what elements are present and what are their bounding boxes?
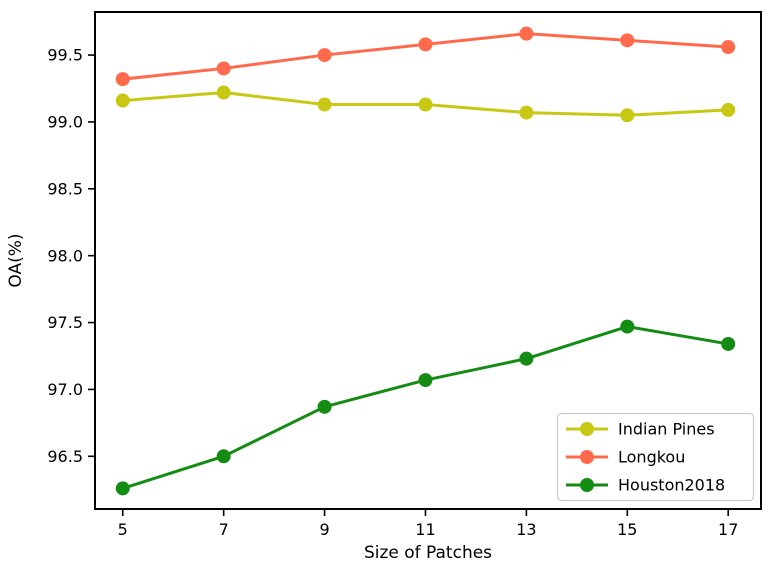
data-point-marker [519,351,534,366]
legend-sample-marker [580,422,594,436]
y-tick-label: 97.0 [47,380,83,399]
x-tick-label: 5 [118,520,128,539]
data-point-marker [317,399,332,414]
legend-label: Longkou [618,448,685,467]
y-tick-label: 96.5 [47,447,83,466]
x-tick-label: 15 [617,520,637,539]
y-tick-label: 97.5 [47,313,83,332]
data-point-marker [115,481,130,496]
plot-border [94,11,762,510]
data-point-marker [418,37,433,52]
data-point-marker [317,97,332,112]
data-point-marker [519,105,534,120]
legend-box [556,412,755,502]
series-indian-pines [115,85,736,123]
series-houston2018 [115,319,736,496]
x-tick-label: 11 [415,520,435,539]
series-longkou [115,26,736,87]
data-point-marker [317,48,332,63]
y-tick-label: 99.5 [47,46,83,65]
x-axis-label: Size of Patches [364,543,492,563]
legend-item-indian-pines: Indian Pines [566,420,715,439]
data-point-marker [620,319,635,334]
legend-sample-marker [580,450,594,464]
legend: Indian Pines Longkou Houston2018 [556,412,755,502]
data-point-marker [216,449,231,464]
legend-item-longkou: Longkou [566,448,685,467]
legend-item-houston2018: Houston2018 [566,476,725,495]
y-axis-label: OA(%) [6,233,26,287]
x-tick-label: 13 [516,520,536,539]
legend-label: Indian Pines [618,420,715,439]
data-point-marker [418,373,433,388]
y-tick-label: 99.0 [47,113,83,132]
data-point-marker [721,40,736,55]
data-point-marker [620,108,635,123]
legend-sample-marker [580,478,594,492]
data-point-marker [418,97,433,112]
data-point-marker [721,336,736,351]
y-tick-label: 98.5 [47,179,83,198]
data-point-marker [620,33,635,48]
data-point-marker [721,102,736,117]
data-point-marker [216,61,231,76]
data-point-marker [115,72,130,87]
y-tick-label: 98.0 [47,246,83,265]
x-tick-label: 17 [718,520,738,539]
x-tick-label: 7 [219,520,229,539]
legend-label: Houston2018 [618,476,725,495]
data-point-marker [115,93,130,108]
data-point-marker [519,26,534,41]
x-tick-label: 9 [319,520,329,539]
data-point-marker [216,85,231,100]
